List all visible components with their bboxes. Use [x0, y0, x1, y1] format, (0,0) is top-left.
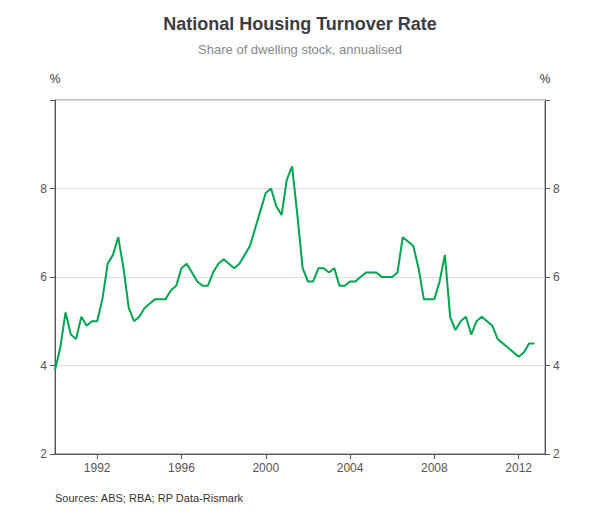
svg-text:2008: 2008	[421, 461, 448, 475]
svg-text:%: %	[540, 72, 551, 86]
svg-text:4: 4	[553, 359, 560, 373]
svg-text:8: 8	[40, 182, 47, 196]
svg-text:6: 6	[40, 270, 47, 284]
svg-text:8: 8	[553, 182, 560, 196]
svg-text:6: 6	[553, 270, 560, 284]
svg-text:1996: 1996	[168, 461, 195, 475]
svg-text:4: 4	[40, 359, 47, 373]
svg-text:1992: 1992	[84, 461, 111, 475]
svg-text:2000: 2000	[252, 461, 279, 475]
svg-text:National Housing Turnover Rate: National Housing Turnover Rate	[163, 14, 437, 34]
svg-text:2004: 2004	[337, 461, 364, 475]
svg-text:Share of dwelling stock, annua: Share of dwelling stock, annualised	[198, 42, 402, 57]
svg-text:2012: 2012	[505, 461, 532, 475]
svg-text:%: %	[50, 72, 61, 86]
svg-text:2: 2	[40, 447, 47, 461]
svg-text:Sources: ABS; RBA; RP Data-Ris: Sources: ABS; RBA; RP Data-Rismark	[55, 492, 244, 504]
svg-text:2: 2	[553, 447, 560, 461]
